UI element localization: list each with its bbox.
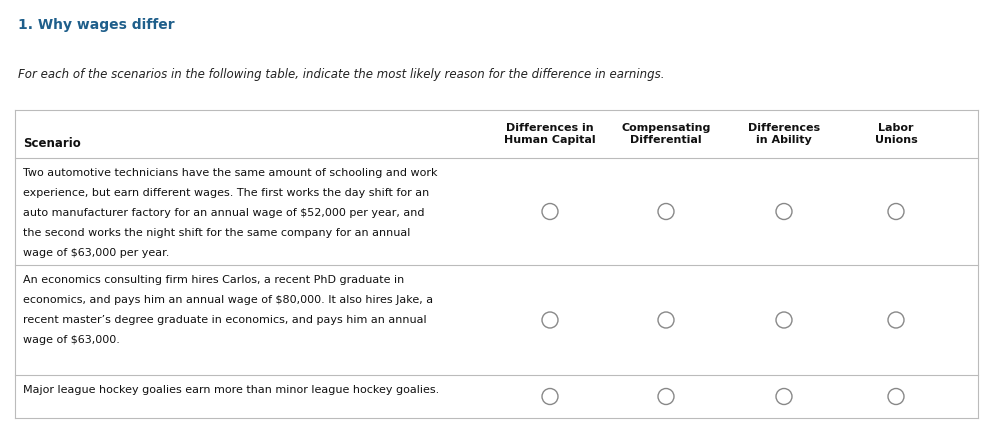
Text: Labor
Unions: Labor Unions (874, 123, 917, 145)
Text: Major league hockey goalies earn more than minor league hockey goalies.: Major league hockey goalies earn more th… (23, 385, 439, 395)
Text: Scenario: Scenario (23, 137, 81, 150)
Text: An economics consulting firm hires Carlos, a recent PhD graduate in

economics, : An economics consulting firm hires Carlo… (23, 275, 433, 345)
Text: Compensating
Differential: Compensating Differential (622, 123, 711, 145)
Text: Two automotive technicians have the same amount of schooling and work

experienc: Two automotive technicians have the same… (23, 168, 437, 258)
Text: Differences
in Ability: Differences in Ability (748, 123, 820, 145)
Text: Differences in
Human Capital: Differences in Human Capital (504, 123, 596, 145)
Text: 1. Why wages differ: 1. Why wages differ (18, 18, 174, 32)
Text: For each of the scenarios in the following table, indicate the most likely reaso: For each of the scenarios in the followi… (18, 68, 664, 81)
